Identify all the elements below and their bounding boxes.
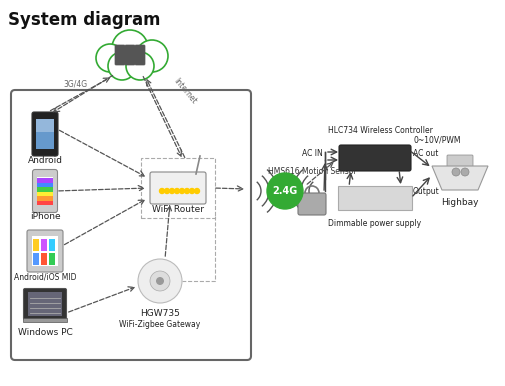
Text: Highbay: Highbay [441,198,479,207]
FancyBboxPatch shape [24,288,67,320]
Text: Android: Android [27,156,63,165]
FancyBboxPatch shape [339,145,411,171]
FancyBboxPatch shape [36,119,54,149]
Text: AC IN: AC IN [302,149,323,157]
FancyBboxPatch shape [125,45,135,65]
FancyBboxPatch shape [338,186,412,210]
Text: Dimmable power supply: Dimmable power supply [328,219,422,228]
Circle shape [184,188,189,193]
Text: Windows PC: Windows PC [18,328,72,337]
Circle shape [165,188,170,193]
Circle shape [150,271,170,291]
Circle shape [194,188,199,193]
Text: WiFi-Zigbee Gateway: WiFi-Zigbee Gateway [119,320,200,329]
FancyBboxPatch shape [37,200,53,205]
Circle shape [108,52,136,80]
FancyBboxPatch shape [49,253,55,265]
FancyBboxPatch shape [27,230,63,272]
FancyBboxPatch shape [41,253,47,265]
Text: System diagram: System diagram [8,11,161,29]
FancyBboxPatch shape [33,253,39,265]
Text: Android/iOS MID: Android/iOS MID [14,273,76,282]
FancyBboxPatch shape [115,45,125,65]
Circle shape [175,188,179,193]
Circle shape [170,188,175,193]
Text: WiFI Router: WiFI Router [152,205,204,214]
FancyBboxPatch shape [23,318,67,322]
FancyBboxPatch shape [36,119,54,132]
Circle shape [136,40,168,72]
FancyBboxPatch shape [28,292,62,316]
Polygon shape [432,166,488,190]
FancyBboxPatch shape [447,155,473,167]
Text: AC out: AC out [413,149,438,157]
Circle shape [138,259,182,303]
Circle shape [96,44,124,72]
FancyBboxPatch shape [37,187,53,191]
FancyBboxPatch shape [298,193,326,215]
FancyBboxPatch shape [49,239,55,251]
FancyBboxPatch shape [32,169,58,213]
Text: HMS616 Motion Sensor: HMS616 Motion Sensor [268,167,357,176]
FancyBboxPatch shape [37,183,53,187]
Circle shape [112,30,148,66]
FancyBboxPatch shape [37,196,53,200]
Circle shape [267,173,303,209]
Text: Output: Output [413,188,440,196]
FancyBboxPatch shape [32,112,58,156]
Circle shape [126,52,154,80]
FancyBboxPatch shape [135,45,145,65]
Circle shape [452,168,460,176]
Circle shape [461,168,469,176]
FancyBboxPatch shape [32,236,58,266]
FancyBboxPatch shape [33,239,39,251]
FancyBboxPatch shape [37,177,53,205]
Text: HLC734 Wireless Controller: HLC734 Wireless Controller [328,126,432,135]
Circle shape [189,188,194,193]
Text: HGW735: HGW735 [140,309,180,318]
Text: 0~10V/PWM: 0~10V/PWM [413,135,461,144]
FancyBboxPatch shape [37,178,53,183]
Text: Internet: Internet [172,76,198,106]
Text: 3G/4G: 3G/4G [63,80,87,88]
FancyBboxPatch shape [41,239,47,251]
Circle shape [160,188,165,193]
FancyBboxPatch shape [150,172,206,204]
Circle shape [179,188,184,193]
Text: iPhone: iPhone [30,212,60,221]
Text: 2.4G: 2.4G [272,186,297,196]
FancyBboxPatch shape [37,191,53,196]
Circle shape [156,277,164,285]
